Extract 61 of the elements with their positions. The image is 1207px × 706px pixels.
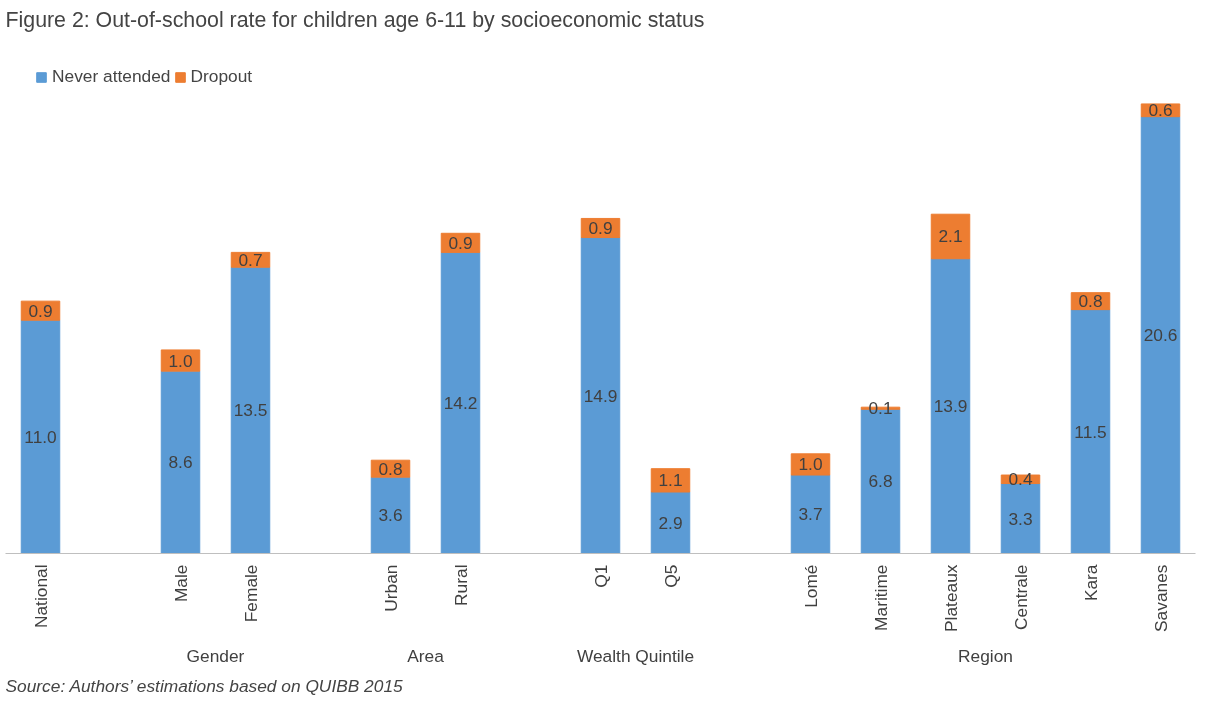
data-label: 0.1 [868, 398, 893, 419]
data-label: 3.6 [378, 505, 403, 526]
text: Area [407, 645, 445, 666]
x-tick-label: Q5 [660, 564, 681, 588]
legend-label: Dropout [190, 66, 253, 87]
data-label: 11.0 [24, 426, 57, 447]
data-label: 13.5 [233, 400, 268, 421]
data-label: 14.2 [443, 392, 478, 413]
x-tick-label: Centrale [1010, 564, 1031, 630]
bar [160, 370, 201, 554]
bar [1140, 116, 1181, 554]
data-label: 1.0 [798, 454, 823, 475]
x-tick-label: Savanes [1150, 564, 1171, 632]
data-label: 0.8 [378, 458, 403, 479]
chart-title: Figure 2: Out-of-school rate for children age 6-11 by socioeconomic status [5, 7, 705, 32]
data-label: 20.6 [1143, 325, 1178, 346]
bar [20, 319, 61, 554]
x-tick-label: Q1 [590, 564, 611, 588]
data-label: 0.9 [28, 300, 53, 321]
legend-label: Never attended [52, 66, 171, 87]
x-tick-label: Urban [380, 564, 401, 612]
data-label: 0.7 [238, 249, 263, 270]
bar [930, 213, 971, 260]
data-label: 2.9 [658, 512, 683, 533]
data-label: 0.4 [1008, 469, 1033, 490]
x-tick-label: Plateaux [940, 564, 961, 632]
bar [580, 237, 621, 554]
data-label: 0.6 [1148, 100, 1173, 121]
x-tick-label: Rural [450, 564, 471, 606]
x-tick-label: Lomé [800, 564, 821, 608]
data-label: 1.0 [168, 350, 193, 371]
bar [370, 476, 411, 554]
bar [650, 468, 691, 493]
data-label: 2.1 [938, 226, 963, 247]
data-label: 3.7 [798, 504, 823, 525]
bar [930, 258, 971, 554]
text: Wealth Quintile [576, 645, 695, 666]
data-label: 11.5 [1074, 421, 1107, 442]
data-label: 0.9 [588, 217, 613, 238]
data-label: 0.9 [448, 232, 473, 253]
bar [650, 491, 691, 554]
data-label: 1.1 [658, 470, 683, 491]
data-label: 8.6 [168, 452, 193, 473]
x-tick-label: Kara [1080, 564, 1101, 602]
bar [440, 251, 481, 554]
source-note: Source: Authors’ estimations based on QUIBB 2015 [5, 675, 404, 696]
x-tick-label: Maritime [870, 564, 891, 631]
text: Gender [186, 645, 245, 666]
bar [790, 474, 831, 554]
x-tick-label: Female [240, 564, 261, 623]
x-tick-label: National [30, 564, 51, 629]
bar [1070, 309, 1111, 554]
bar [1000, 483, 1041, 554]
bar [230, 266, 271, 554]
data-label: 14.9 [583, 385, 618, 406]
x-tick-label: Male [170, 564, 191, 603]
data-label: 13.9 [933, 396, 968, 417]
data-label: 6.8 [868, 471, 893, 492]
data-label: 0.8 [1078, 291, 1103, 312]
text: Region [958, 645, 1013, 666]
data-label: 3.3 [1008, 508, 1033, 529]
